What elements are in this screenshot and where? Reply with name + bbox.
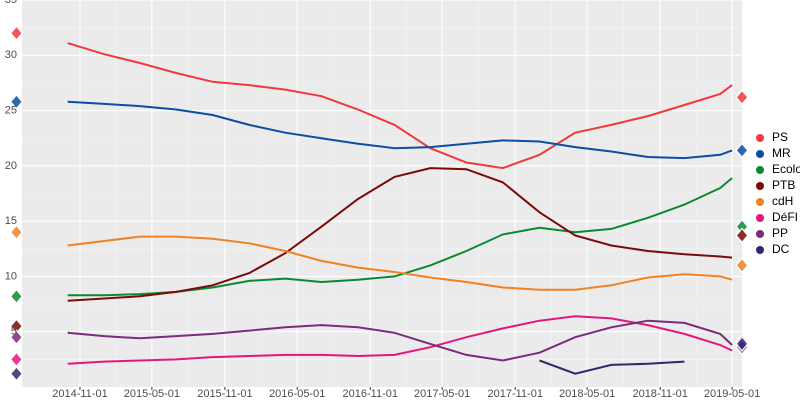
legend-swatch bbox=[756, 150, 764, 158]
axes: 5 10 15 20 25 30 35 2014-11-01 2015-05-01 2015-11… bbox=[5, 0, 760, 400]
legend-label: cdH bbox=[772, 194, 793, 208]
election-marker bbox=[735, 257, 749, 274]
election-marker bbox=[735, 227, 749, 244]
election-marker bbox=[9, 93, 24, 110]
lines bbox=[9, 25, 749, 382]
election-marker bbox=[9, 25, 24, 42]
y-tick-label: 25 bbox=[5, 104, 17, 116]
legend-swatch bbox=[756, 198, 764, 206]
series-line bbox=[67, 42, 733, 170]
election-marker bbox=[9, 288, 24, 305]
y-tick-label: 15 bbox=[5, 215, 17, 227]
legend-label: PTB bbox=[772, 178, 795, 192]
election-marker bbox=[9, 329, 24, 346]
y-tick-label: 5 bbox=[11, 326, 17, 338]
election-marker bbox=[9, 351, 24, 368]
y-tick-label: 20 bbox=[5, 160, 17, 172]
election-marker bbox=[9, 365, 24, 382]
legend-label: Ecolo bbox=[772, 162, 800, 176]
series-line bbox=[67, 319, 733, 362]
legend-swatch bbox=[756, 214, 764, 222]
election-marker bbox=[735, 89, 749, 106]
series-line bbox=[67, 100, 733, 160]
x-tick-label: 2017-11-01 bbox=[488, 388, 543, 400]
x-tick-label: 2015-05-01 bbox=[124, 388, 180, 400]
election-marker bbox=[735, 142, 749, 159]
election-marker bbox=[735, 335, 749, 353]
x-tick-label: 2015-11-01 bbox=[197, 388, 252, 400]
legend: PS MR Ecolo PTB cdH DéFI PP DC bbox=[756, 130, 800, 256]
series-line bbox=[539, 359, 685, 375]
series-line bbox=[67, 315, 733, 365]
legend-swatch bbox=[756, 246, 764, 254]
x-tick-label: 2017-05-01 bbox=[414, 388, 470, 400]
y-tick-label: 30 bbox=[5, 49, 17, 61]
y-tick-label: 35 bbox=[5, 0, 17, 6]
legend-label: PP bbox=[772, 226, 788, 240]
legend-label: DéFI bbox=[772, 210, 798, 224]
legend-swatch bbox=[756, 182, 764, 190]
x-tick-label: 2018-05-01 bbox=[559, 388, 615, 400]
legend-label: DC bbox=[772, 242, 790, 256]
x-tick-label: 2019-05-01 bbox=[704, 388, 760, 400]
legend-swatch bbox=[756, 134, 764, 142]
legend-label: MR bbox=[772, 146, 791, 160]
x-tick-label: 2016-11-01 bbox=[343, 388, 398, 400]
legend-swatch bbox=[756, 166, 764, 174]
election-marker bbox=[9, 318, 24, 335]
series-line bbox=[67, 235, 733, 291]
election-marker bbox=[9, 224, 24, 241]
x-tick-label: 2016-05-01 bbox=[269, 388, 325, 400]
x-tick-label: 2018-11-01 bbox=[632, 388, 687, 400]
legend-label: PS bbox=[772, 130, 788, 144]
x-tick-label: 2014-11-01 bbox=[52, 388, 107, 400]
legend-swatch bbox=[756, 230, 764, 238]
grid bbox=[22, 0, 742, 387]
y-tick-label: 10 bbox=[5, 270, 17, 282]
series-line bbox=[67, 167, 733, 302]
